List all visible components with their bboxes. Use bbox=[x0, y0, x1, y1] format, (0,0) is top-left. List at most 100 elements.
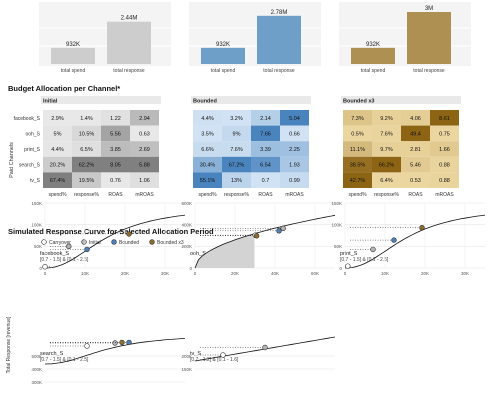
heatmap-strip bbox=[341, 96, 461, 104]
heatmap-cell bbox=[72, 125, 101, 142]
curve-panel: search_S[0.7 - 1.5] & [0.1 - 2.5]500K 400… bbox=[31, 338, 186, 385]
heatmap-cell-label: 7.6% bbox=[380, 131, 393, 137]
heatmap-cell bbox=[343, 110, 372, 126]
response-curve bbox=[44, 214, 186, 269]
heatmap-cell bbox=[101, 156, 130, 173]
heatmap-cell-label: 3.2% bbox=[230, 116, 243, 122]
heatmap-cell-label: 19.5% bbox=[79, 178, 95, 184]
heatmap-strip bbox=[191, 96, 311, 104]
heatmap-cell bbox=[193, 172, 222, 188]
curve-xtick: 20K bbox=[121, 271, 129, 276]
curve-panel: facebook_S[0.7 - 1.5] & [0.1 - 2.5] 0 50K 1… bbox=[31, 201, 186, 276]
heatmap-panel: Bounded x3 7.3% 0.5% 11.1% 38.5% 42.7% 9.2% 7.6… bbox=[341, 96, 461, 198]
heatmap-channel-label: search_S bbox=[19, 163, 41, 169]
allocation-point bbox=[42, 264, 48, 270]
summary-bar-value: 932K bbox=[66, 42, 80, 48]
allocation-point bbox=[370, 246, 376, 253]
summary-bar bbox=[407, 12, 451, 64]
heatmap-cell bbox=[372, 172, 401, 188]
curve-panel: tv_S[0.7 - 1.2] & [0.1 - 1.6]200K 150K bbox=[181, 336, 336, 372]
heatmap-cell-label: 30.4% bbox=[200, 163, 216, 169]
heatmap-cell bbox=[280, 125, 309, 142]
heatmap-cell bbox=[430, 110, 459, 126]
heatmap-cell-label: 2.81 bbox=[410, 147, 421, 153]
heatmap-metric-label: ROAS bbox=[258, 192, 273, 198]
curve-panel-subtitle: [0.7 - 1.5] & [0.1 - 2.5] bbox=[340, 257, 389, 263]
curve-ytick: 150K bbox=[181, 367, 192, 372]
heatmap-cell bbox=[430, 125, 459, 142]
heatmap-metric-label: spend% bbox=[348, 192, 367, 198]
heatmap-cell-label: 2.25 bbox=[289, 147, 300, 153]
allocation-point bbox=[280, 225, 286, 232]
heatmap-panel: Bounded 4.4% 3.5% 6.6% 30.4% 55.1% 3.2% 9% 7.6% 6… bbox=[191, 96, 311, 198]
heatmap-cell-label: 9.7% bbox=[380, 147, 393, 153]
summary-bar bbox=[51, 47, 95, 64]
curve-ytick: 200K bbox=[181, 354, 192, 359]
heatmap-cell bbox=[251, 156, 280, 173]
heatmap-cell-label: 7.3% bbox=[351, 116, 364, 122]
legend-marker bbox=[111, 239, 117, 245]
heatmap-cell bbox=[251, 125, 280, 142]
curve-ytick: 200K bbox=[181, 244, 192, 249]
heatmap-cell bbox=[130, 141, 159, 157]
heatmap-cell-label: 2.14 bbox=[260, 116, 271, 122]
heatmap-cell bbox=[193, 156, 222, 173]
heatmap-cell bbox=[401, 110, 430, 126]
heatmap-cell bbox=[101, 125, 130, 142]
curve-xtick: 20K bbox=[421, 271, 429, 276]
heatmap-metric-label: mROAS bbox=[135, 192, 154, 198]
heatmap-cell-label: 0.7 bbox=[262, 178, 270, 184]
heatmap-cell-label: 8.05 bbox=[110, 163, 121, 169]
legend-marker bbox=[41, 239, 47, 245]
heatmap-cell bbox=[193, 110, 222, 126]
curve-ytick: 100K bbox=[331, 222, 342, 227]
curve-panel: ooh_S 0 200K 400K 600K 0 20K 40K 60K bbox=[181, 201, 336, 276]
heatmap-cell-label: 0.88 bbox=[439, 178, 450, 184]
heatmap-cell-label: 9% bbox=[233, 131, 241, 137]
heatmap-cell bbox=[280, 156, 309, 173]
heatmap-cell-label: 3.5% bbox=[201, 131, 214, 137]
heatmap-cell-label: 42.7% bbox=[350, 178, 366, 184]
heatmap-cell bbox=[251, 141, 280, 157]
heatmap-cell bbox=[43, 172, 72, 188]
heatmap-cell bbox=[343, 156, 372, 173]
curve-ytick: 50K bbox=[334, 244, 342, 249]
curve-panel-subtitle: [0.7 - 1.5] & [0.1 - 2.5] bbox=[40, 357, 89, 363]
heatmap-cell-label: 9.2% bbox=[380, 116, 393, 122]
summary-bar-value: 2.44M bbox=[121, 16, 138, 22]
heatmap-cell-label: 0.66 bbox=[289, 131, 300, 137]
heatmap-cell-label: 6.54 bbox=[260, 163, 271, 169]
summary-bar-value: 2.78M bbox=[271, 10, 288, 16]
heatmap-cell bbox=[343, 125, 372, 142]
heatmap-panel-title: Initial bbox=[43, 99, 58, 105]
heatmap-cell-label: 0.88 bbox=[439, 163, 450, 169]
allocation-point bbox=[276, 228, 282, 234]
heatmap-cell bbox=[72, 172, 101, 188]
heatmap-cell-label: 5.56 bbox=[110, 131, 121, 137]
heatmap-cell-label: 0.99 bbox=[289, 178, 300, 184]
heatmap-cell-label: 1.06 bbox=[139, 178, 150, 184]
heatmap-cell-label: 6.5% bbox=[80, 147, 93, 153]
heatmap-cell-label: 7.6% bbox=[230, 147, 243, 153]
heatmap-cell bbox=[251, 110, 280, 126]
heatmap-cell bbox=[222, 172, 251, 188]
curves-title: Simulated Response Curve for Selected Al… bbox=[8, 227, 214, 236]
heatmap-metric-label: mROAS bbox=[285, 192, 304, 198]
heatmap-cell-label: 5.46 bbox=[410, 163, 421, 169]
heatmap-cell-label: 0.75 bbox=[439, 131, 450, 137]
heatmap-cell-label: 5% bbox=[54, 131, 62, 137]
heatmap-cell bbox=[43, 125, 72, 142]
curve-ytick: 300K bbox=[31, 380, 42, 385]
heatmap-cell bbox=[401, 141, 430, 157]
heatmap-cell-label: 6.4% bbox=[380, 178, 393, 184]
heatmap-cell bbox=[43, 110, 72, 126]
curve-ytick: 0 bbox=[339, 266, 342, 271]
heatmap-cell bbox=[43, 156, 72, 173]
summary-bar bbox=[257, 15, 301, 65]
summary-bar bbox=[351, 47, 395, 64]
heatmap-cell-label: 3.39 bbox=[260, 147, 271, 153]
curve-panel: print_S[0.7 - 1.5] & [0.1 - 2.5] 0 50K 100K… bbox=[331, 201, 486, 276]
allocation-point bbox=[220, 352, 226, 358]
